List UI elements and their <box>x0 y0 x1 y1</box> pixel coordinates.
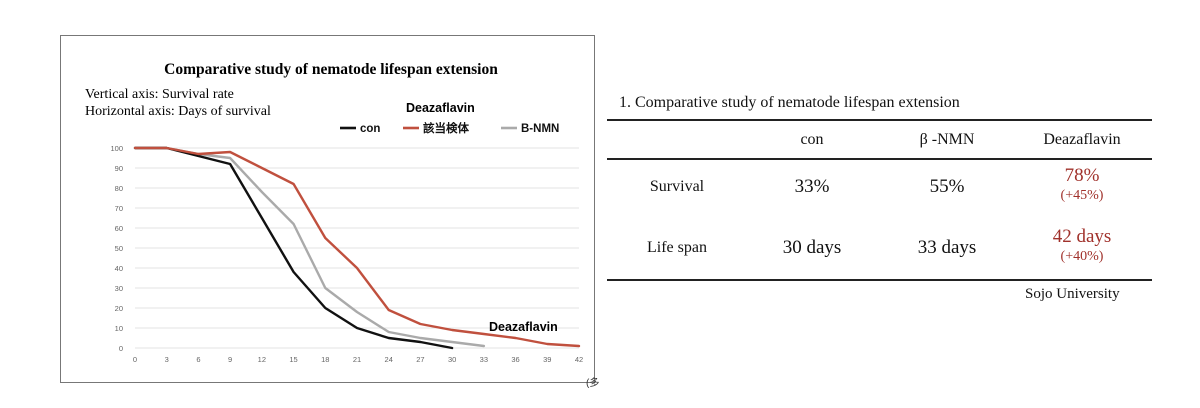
y-axis-caption: Vertical axis: Survival rate <box>85 87 234 102</box>
row-label-lifespan: Life span <box>647 239 707 256</box>
x-tick-label: 0 <box>133 355 137 364</box>
row-label-survival: Survival <box>649 178 705 195</box>
lifespan-con: 30 days <box>782 237 842 258</box>
series-line-0 <box>133 146 454 350</box>
chart-title: Comparative study of nematode lifespan e… <box>164 61 498 78</box>
y-tick-label: 40 <box>115 264 123 273</box>
legend-label: B-NMN <box>521 123 559 135</box>
legend-label: 該当検体 <box>423 121 469 135</box>
y-tick-label: 100 <box>110 144 123 153</box>
survival-nmn: 55% <box>929 176 965 197</box>
y-tick-label: 50 <box>115 244 123 253</box>
survival-deazaflavin-change: (+45%) <box>1060 188 1104 203</box>
lifespan-deazaflavin: 42 days (+40%) <box>1017 226 1147 265</box>
header-con: con <box>800 131 824 148</box>
table-header-rule <box>607 158 1152 160</box>
line-chart: Comparative study of nematode lifespan e… <box>85 61 583 364</box>
lifespan-nmn: 33 days <box>917 237 977 258</box>
y-tick-label: 70 <box>115 204 123 213</box>
y-tick-label: 30 <box>115 284 123 293</box>
table-title: 1. Comparative study of nematode lifespa… <box>619 94 960 111</box>
chart-panel: Comparative study of nematode lifespan e… <box>60 35 595 383</box>
y-tick-label: 0 <box>119 344 123 353</box>
x-tick-label: 33 <box>480 355 488 364</box>
corner-mark: (多 <box>586 378 600 389</box>
legend-heading: Deazaflavin <box>406 101 475 115</box>
chart-legend: con 該当検体 B-NMN <box>340 121 559 135</box>
x-tick-label: 18 <box>321 355 329 364</box>
x-tick-label: 36 <box>511 355 519 364</box>
grid <box>135 147 579 349</box>
x-tick-label: 6 <box>196 355 200 364</box>
x-tick-label: 21 <box>353 355 361 364</box>
y-tick-label: 10 <box>115 324 123 333</box>
credit-text: Sojo University <box>1025 286 1120 302</box>
x-tick-label: 30 <box>448 355 456 364</box>
x-axis-caption: Horizontal axis: Days of survival <box>85 104 271 119</box>
series-lines <box>133 146 581 350</box>
x-tick-label: 24 <box>385 355 393 364</box>
y-tick-label: 90 <box>115 164 123 173</box>
survival-deazaflavin: 78% (+45%) <box>1017 165 1147 204</box>
deazaflavin-annotation: Deazaflavin <box>489 320 558 334</box>
survival-deazaflavin-value: 78% <box>1064 165 1100 186</box>
x-tick-label: 12 <box>258 355 266 364</box>
y-tick-label: 60 <box>115 224 123 233</box>
series-line-2 <box>133 146 486 348</box>
x-axis-ticks: 0 3 6 9 12 15 18 21 24 27 30 33 36 39 42 <box>133 355 583 364</box>
header-nmn: β -NMN <box>919 131 975 148</box>
lifespan-deazaflavin-value: 42 days <box>1052 226 1112 247</box>
x-tick-label: 39 <box>543 355 551 364</box>
legend-label: con <box>360 123 380 135</box>
header-deazaflavin: Deazaflavin <box>1043 131 1121 148</box>
lifespan-deazaflavin-change: (+40%) <box>1060 249 1104 264</box>
x-tick-label: 42 <box>575 355 583 364</box>
table-top-rule <box>607 119 1152 121</box>
x-tick-label: 27 <box>416 355 424 364</box>
x-tick-label: 9 <box>228 355 232 364</box>
table-bottom-rule <box>607 279 1152 281</box>
y-tick-label: 80 <box>115 184 123 193</box>
y-tick-label: 20 <box>115 304 123 313</box>
survival-con: 33% <box>794 176 830 197</box>
x-tick-label: 3 <box>165 355 169 364</box>
y-axis-ticks: 0 10 20 30 40 50 60 70 80 90 100 <box>110 144 123 353</box>
series-line-1 <box>133 146 581 348</box>
x-tick-label: 15 <box>289 355 297 364</box>
comparison-table: 1. Comparative study of nematode lifespa… <box>607 0 1167 408</box>
